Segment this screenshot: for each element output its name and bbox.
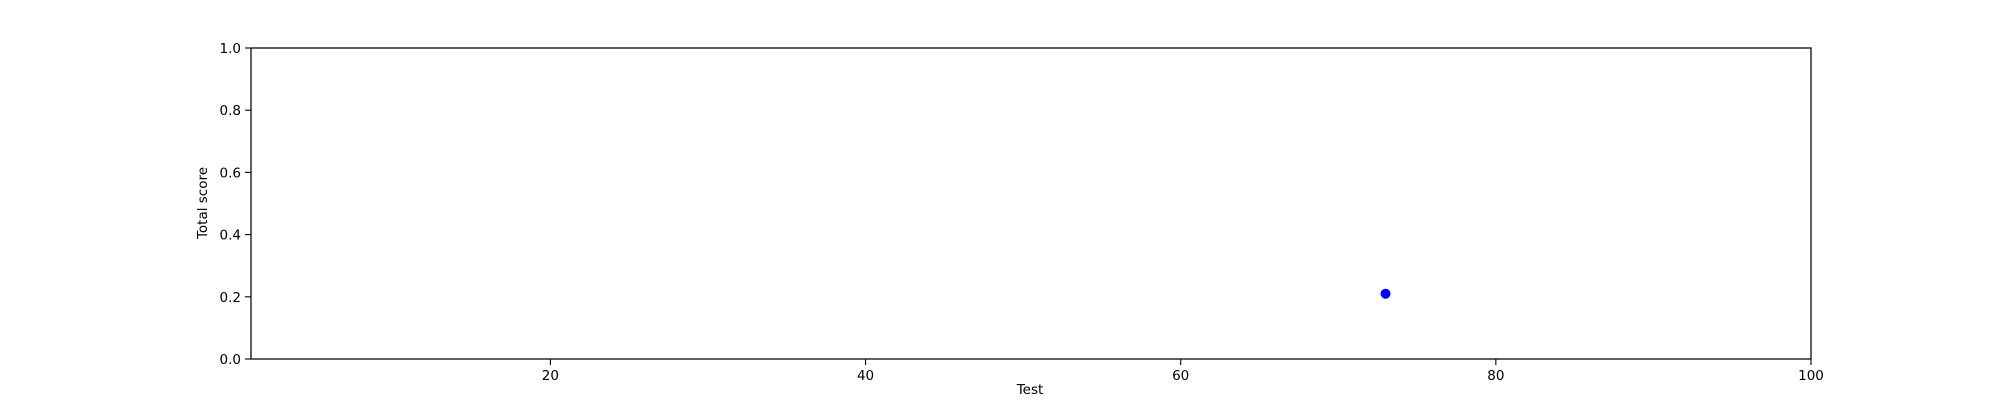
plot-border — [250, 47, 1812, 360]
y-tick-label: 0.6 — [220, 165, 241, 181]
x-tick-label: 60 — [1172, 368, 1189, 384]
plot-area-frame — [250, 47, 1812, 360]
x-axis-label: Test — [1016, 382, 1044, 398]
y-tick-label: 1.0 — [220, 41, 241, 57]
y-tick-label: 0.0 — [220, 352, 241, 368]
y-tick-label: 0.2 — [220, 290, 241, 306]
x-tick-label: 20 — [542, 368, 559, 384]
data-point — [1380, 288, 1391, 299]
y-axis-label: Total score — [195, 167, 211, 240]
y-tick-label: 0.4 — [220, 228, 241, 244]
y-axis-ticks: 0.0 0.2 0.4 0.6 0.8 1.0 — [220, 41, 251, 368]
x-tick-label: 100 — [1798, 368, 1824, 384]
y-tick-label: 0.8 — [220, 103, 241, 119]
x-tick-label: 40 — [857, 368, 874, 384]
data-points — [1380, 288, 1391, 299]
x-axis-ticks: 20 40 60 80 100 — [542, 359, 1824, 384]
x-tick-label: 80 — [1487, 368, 1504, 384]
